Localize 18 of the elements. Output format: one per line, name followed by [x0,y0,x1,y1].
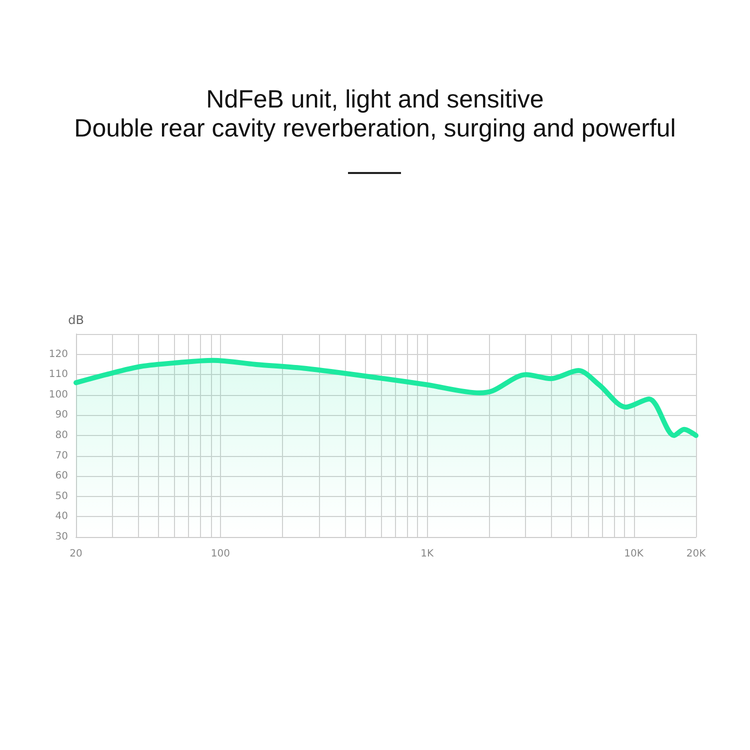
x-tick-label: 20K [686,548,706,560]
y-axis-title: dB [68,313,84,327]
y-tick-label: 80 [55,430,68,441]
y-tick-label: 50 [55,490,68,502]
y-tick-label: 110 [48,369,68,380]
y-tick-label: 60 [55,470,68,482]
y-tick-label: 90 [55,410,68,421]
x-tick-label: 20 [70,548,82,560]
y-tick-label: 120 [48,348,68,360]
x-tick-label: 100 [210,548,230,560]
chart-title: NdFeB unit, light and sensitive [206,86,544,114]
x-tick-label: 1K [420,548,434,560]
y-tick-label: 100 [48,389,68,400]
y-tick-label: 40 [55,511,68,522]
y-tick-label: 30 [55,532,68,542]
chart-subtitle: Double rear cavity reverberation, surging and powerful [74,114,676,142]
x-tick-label: 10K [624,548,644,560]
y-tick-label: 70 [55,450,68,462]
